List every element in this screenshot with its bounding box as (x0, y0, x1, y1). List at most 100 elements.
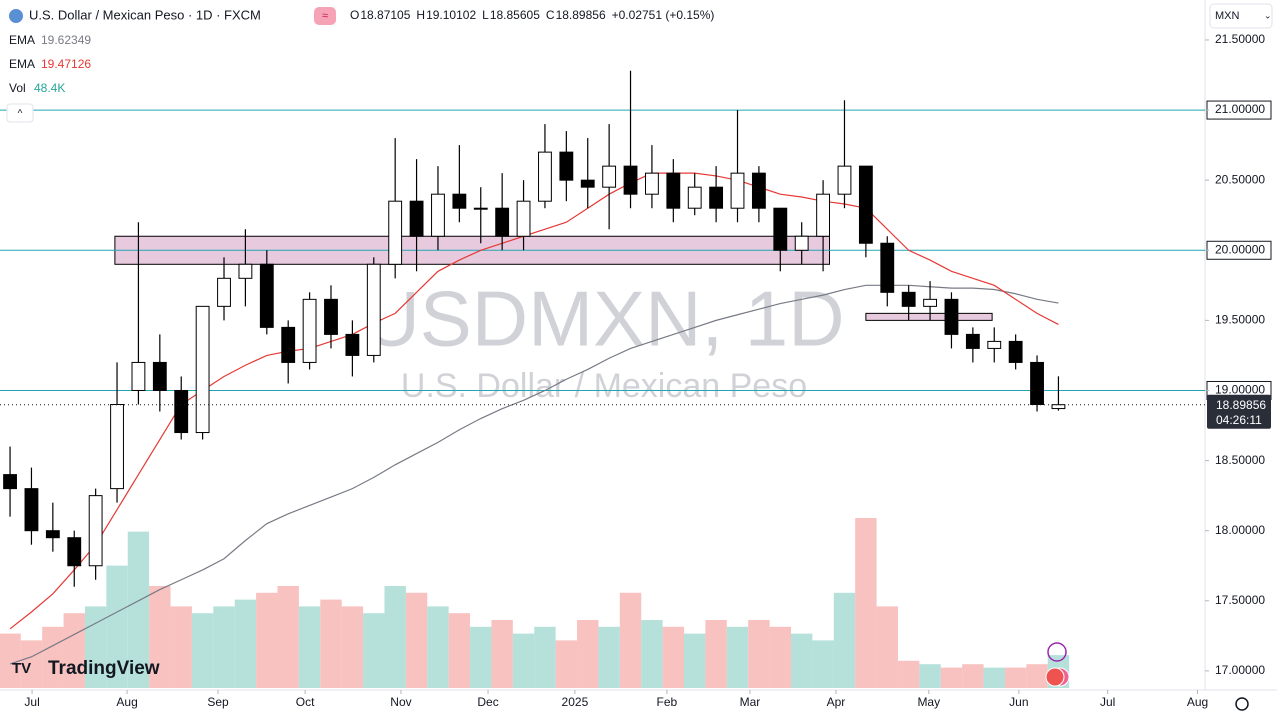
volume-bar (1026, 664, 1048, 688)
settings-icon[interactable] (1235, 697, 1249, 711)
candle-body (816, 193, 831, 237)
indicator-button[interactable] (314, 7, 336, 25)
indicator-label: EMA (9, 33, 35, 47)
candle-body (837, 165, 852, 195)
candle-body (110, 403, 124, 490)
candle-body (238, 263, 253, 279)
header: U.S. Dollar / Mexican Peso · 1D · FXCM ≈ (9, 7, 336, 25)
x-tick-label: Nov (390, 695, 411, 709)
ohlc-value: 18.89856 (556, 8, 606, 22)
candle-body (1051, 404, 1066, 410)
candle-body (559, 151, 574, 181)
y-tick-label: 19.50000 (1215, 313, 1265, 327)
candle-body (195, 305, 210, 434)
candle-body (901, 291, 916, 307)
watermark: USDMXN, 1D (363, 275, 844, 363)
ohlc-value: 18.87105 (360, 8, 410, 22)
dropdown-arrow: ⌄ (1264, 10, 1272, 20)
candle-body (1008, 340, 1023, 363)
indicator-value: 19.62349 (41, 33, 91, 47)
x-tick-label: Jun (1009, 695, 1028, 709)
candle-body (687, 186, 702, 209)
currency-select[interactable] (1209, 3, 1273, 29)
volume-bar (277, 586, 299, 688)
candle-body (645, 172, 659, 195)
x-tick-label: Aug (116, 695, 137, 709)
volume-bar (962, 664, 984, 688)
x-tick-label: 2025 (562, 695, 589, 709)
x-tick-label: Jul (1100, 695, 1115, 709)
indicator-label: Vol (9, 81, 26, 95)
candle-body (1030, 361, 1044, 405)
candle-body (345, 333, 360, 356)
ohlc-value: 19.10102 (426, 8, 476, 22)
change: +0.02751 (+0.15%) (612, 8, 715, 22)
volume-bar (983, 667, 1005, 688)
watermark-sub: U.S. Dollar / Mexican Peso (401, 367, 807, 405)
last-price-label: 18.89856 (1216, 398, 1266, 412)
candle-body (409, 200, 424, 237)
volume-bar (619, 592, 642, 688)
volume-bar (234, 599, 257, 688)
collapse-icon: ^ (18, 109, 23, 120)
candle-body (452, 193, 467, 209)
ohlc-label: H (416, 8, 425, 22)
symbol-title: U.S. Dollar / Mexican Peso · 1D · FXCM (29, 7, 261, 22)
indicator-value: 19.47126 (41, 57, 91, 71)
candle-body (281, 326, 296, 363)
candle-body (388, 200, 403, 265)
flag-icon (9, 9, 23, 23)
volume-bar (405, 592, 428, 688)
x-tick-label: Sep (207, 695, 229, 709)
candle-body (944, 298, 959, 335)
y-tick-label: 18.00000 (1215, 523, 1265, 537)
volume-bar (491, 620, 513, 688)
logo: TradingView (48, 658, 160, 679)
volume-bar (577, 620, 599, 688)
x-tick-label: Mar (740, 695, 761, 709)
volume-bar (555, 640, 578, 688)
collapse-button[interactable] (6, 103, 34, 123)
event-icon[interactable] (1045, 667, 1065, 687)
volume-bar (213, 606, 235, 688)
candle-body (259, 263, 274, 328)
candle-body (131, 361, 146, 391)
ohlc-label: O (350, 8, 359, 22)
volume-bar (256, 592, 278, 688)
indicator-value: 48.4K (34, 81, 65, 95)
volume-bar (705, 620, 727, 688)
y-tick-label: 17.50000 (1215, 593, 1265, 607)
volume-bar (149, 586, 171, 688)
event-icon[interactable] (1047, 642, 1067, 662)
level-label: 19.00000 (1215, 383, 1265, 397)
candle-body (302, 298, 317, 363)
volume-bar (812, 640, 834, 688)
candle-body (623, 165, 638, 195)
volume-bar (363, 613, 385, 688)
volume-bar (470, 626, 492, 688)
volume-bar (769, 626, 791, 688)
countdown: 04:26:11 (1216, 413, 1262, 427)
y-tick-label: 21.50000 (1215, 32, 1265, 46)
x-tick-label: May (917, 695, 940, 709)
candle-body (174, 389, 189, 434)
candle-body (794, 235, 809, 251)
y-tick-label: 18.50000 (1215, 453, 1265, 467)
volume-bar (598, 626, 620, 688)
candle-body (366, 263, 381, 356)
volume-bar (170, 606, 192, 688)
last-price-badge (1207, 394, 1271, 429)
volume-bar (897, 660, 920, 688)
volume-bar (1004, 667, 1027, 688)
volume-bar (919, 664, 941, 688)
candle-body (324, 298, 338, 335)
candle-body (580, 179, 595, 188)
volume-bar (748, 620, 770, 688)
x-tick-label: Aug (1187, 695, 1208, 709)
candle-body (88, 495, 103, 567)
x-tick-label: Jul (24, 695, 39, 709)
volume-bar (448, 613, 471, 688)
candle-body (987, 340, 1002, 349)
candle-body (3, 474, 17, 490)
volume-bar (876, 606, 898, 688)
